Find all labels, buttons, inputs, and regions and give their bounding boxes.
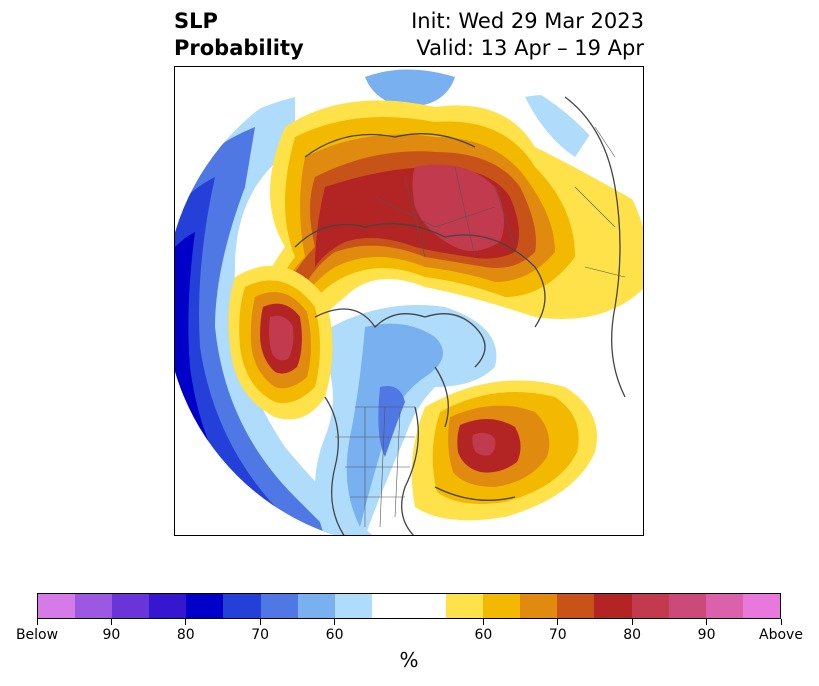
colorbar-tick [780,619,782,625]
colorbar-cell [631,594,669,618]
init-date: Init: Wed 29 Mar 2023 [411,9,644,33]
below-region-na-70 [378,386,405,457]
colorbar-cell [223,594,261,618]
colorbar-tick-label: 80 [176,627,195,643]
colorbar-tick [259,619,261,625]
colorbar-tick-label: Below [15,627,59,643]
colorbar-cell [446,594,484,618]
colorbar-cell [186,594,224,618]
above-region-atlantic-85 [472,432,496,456]
colorbar-tick [557,619,559,625]
colorbar-cell [483,594,521,618]
colorbar-cell [334,594,372,618]
borders [335,126,626,528]
colorbar-cell [112,594,150,618]
title-line-2: Probability [174,36,304,60]
colorbar-unit-label: % [399,648,419,672]
colorbar-cell [594,594,632,618]
colorbar [37,593,781,619]
colorbar-cell [742,594,780,618]
above-region-eurasia-85 [412,164,504,251]
colorbar-tick [185,619,187,625]
colorbar-tick-label: 90 [697,627,716,643]
probability-field [175,69,643,535]
colorbar-cell [260,594,298,618]
colorbar-tick-label: 70 [251,627,270,643]
map-frame [174,66,644,536]
colorbar-tick-label: 70 [548,627,567,643]
valid-range: Valid: 13 Apr – 19 Apr [416,36,644,60]
colorbar-tick [110,619,112,625]
colorbar-tick [706,619,708,625]
probability-map [175,69,643,535]
below-region-arctic [365,69,455,107]
map-title: SLP Probability [174,8,304,62]
colorbar-cell [149,594,187,618]
colorbar-cell [557,594,595,618]
colorbar-tick-label: 80 [623,627,642,643]
colorbar-cell [705,594,743,618]
colorbar-tick [334,619,336,625]
colorbar-cell [297,594,335,618]
colorbar-tick-label: 60 [325,627,344,643]
map-subtitle: Init: Wed 29 Mar 2023 Valid: 13 Apr – 19… [411,8,644,62]
colorbar-tick [631,619,633,625]
title-line-1: SLP [174,9,218,33]
below-region-na-60 [346,323,443,527]
colorbar-tick-label: 60 [474,627,493,643]
colorbar-cell [371,594,409,618]
colorbar-cell [668,594,706,618]
above-region-pacific-85 [269,315,294,361]
colorbar-cell [38,594,76,618]
coastlines [294,96,626,535]
colorbar-cell [520,594,558,618]
colorbar-tick [482,619,484,625]
colorbar-tick [36,619,38,625]
colorbar-cell [408,594,447,618]
colorbar-tick-label: 90 [102,627,121,643]
colorbar-tick-label: Above [759,627,803,643]
colorbar-cell [75,594,113,618]
